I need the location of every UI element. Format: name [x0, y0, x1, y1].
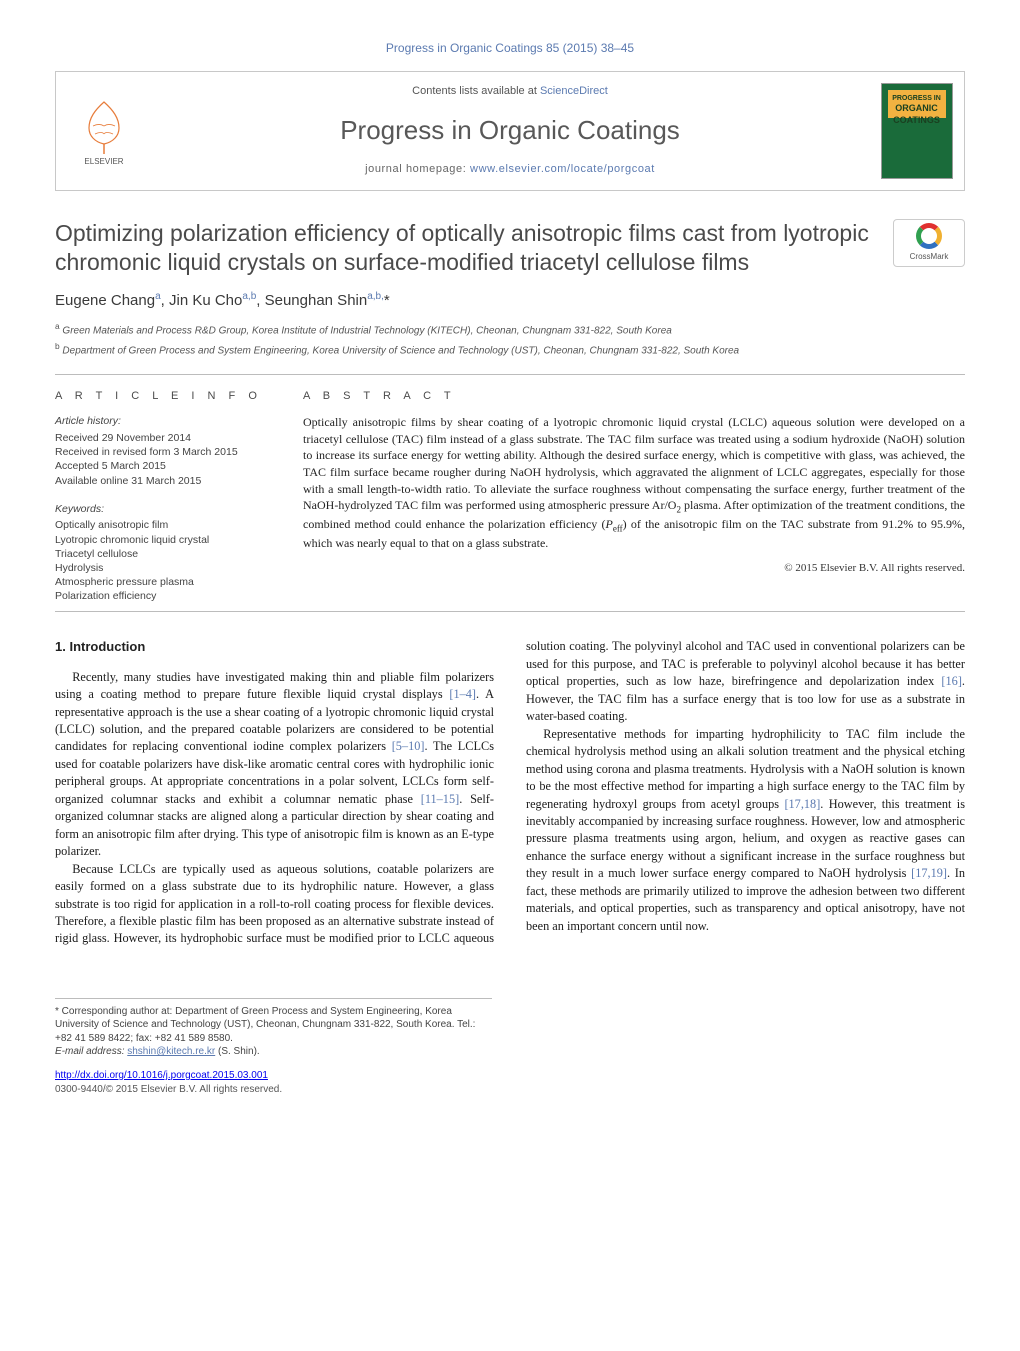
body-paragraph: Recently, many studies have investigated…	[55, 669, 494, 861]
email-suffix: (S. Shin).	[215, 1046, 259, 1057]
cover-line-2: ORGANIC	[895, 103, 938, 113]
author-list: Eugene Changa, Jin Ku Choa,b, Seunghan S…	[55, 290, 965, 311]
body-paragraph: Representative methods for imparting hyd…	[526, 726, 965, 935]
publisher-logo: ELSEVIER	[56, 72, 151, 190]
corresponding-author-footnote: * Corresponding author at: Department of…	[55, 998, 492, 1059]
keyword-item: Lyotropic chromonic liquid crystal	[55, 533, 267, 547]
article-info-heading: A R T I C L E I N F O	[55, 389, 267, 404]
homepage-prefix: journal homepage:	[365, 163, 470, 175]
abstract-text: Optically anisotropic films by shear coa…	[303, 414, 965, 551]
doi-link[interactable]: http://dx.doi.org/10.1016/j.porgcoat.201…	[55, 1070, 268, 1081]
affiliation-line: b Department of Green Process and System…	[55, 341, 965, 358]
journal-title: Progress in Organic Coatings	[340, 112, 680, 148]
contents-lists-line: Contents lists available at ScienceDirec…	[412, 84, 608, 99]
history-line: Accepted 5 March 2015	[55, 459, 267, 473]
keyword-item: Optically anisotropic film	[55, 518, 267, 532]
divider	[55, 611, 965, 612]
journal-header: ELSEVIER Contents lists available at Sci…	[55, 71, 965, 191]
journal-cover-thumb: PROGRESS IN ORGANICCOATINGS	[869, 72, 964, 190]
article-body: 1. Introduction Recently, many studies h…	[55, 638, 965, 947]
abstract-copyright: © 2015 Elsevier B.V. All rights reserved…	[303, 561, 965, 576]
contents-prefix: Contents lists available at	[412, 85, 540, 97]
history-line: Available online 31 March 2015	[55, 474, 267, 488]
journal-homepage-link[interactable]: www.elsevier.com/locate/porgcoat	[470, 163, 655, 175]
journal-reference: Progress in Organic Coatings 85 (2015) 3…	[55, 40, 965, 57]
email-label: E-mail address:	[55, 1046, 127, 1057]
sciencedirect-link[interactable]: ScienceDirect	[540, 85, 608, 97]
cover-line-3: COATINGS	[893, 115, 940, 125]
keyword-item: Hydrolysis	[55, 561, 267, 575]
article-history-head: Article history:	[55, 414, 267, 429]
keyword-item: Polarization efficiency	[55, 589, 267, 603]
keyword-item: Atmospheric pressure plasma	[55, 575, 267, 589]
abstract-heading: A B S T R A C T	[303, 389, 965, 404]
corr-author-text: * Corresponding author at: Department of…	[55, 1005, 492, 1046]
affiliation-line: a Green Materials and Process R&D Group,…	[55, 321, 965, 338]
history-line: Received 29 November 2014	[55, 431, 267, 445]
divider	[55, 374, 965, 375]
section-heading-1: 1. Introduction	[55, 638, 494, 656]
crossmark-badge[interactable]: CrossMark	[893, 219, 965, 267]
svg-text:ELSEVIER: ELSEVIER	[84, 157, 123, 166]
history-line: Received in revised form 3 March 2015	[55, 445, 267, 459]
keywords-head: Keywords:	[55, 502, 267, 517]
keyword-item: Triacetyl cellulose	[55, 547, 267, 561]
article-title: Optimizing polarization efficiency of op…	[55, 219, 875, 277]
crossmark-label: CrossMark	[910, 251, 949, 262]
journal-homepage-line: journal homepage: www.elsevier.com/locat…	[365, 162, 655, 177]
corr-email-link[interactable]: shshin@kitech.re.kr	[127, 1046, 215, 1057]
crossmark-icon	[916, 223, 942, 249]
issn-copyright-line: 0300-9440/© 2015 Elsevier B.V. All right…	[55, 1083, 965, 1097]
elsevier-tree-icon: ELSEVIER	[75, 96, 133, 166]
